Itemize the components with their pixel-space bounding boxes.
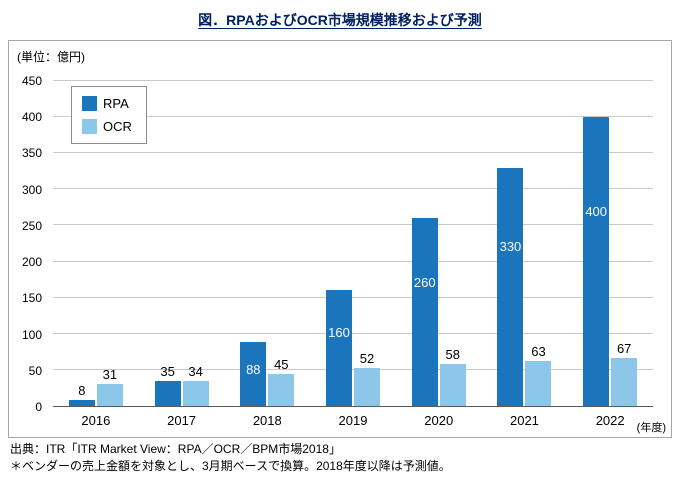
x-tick-label: 2019 [338, 413, 368, 428]
y-axis-unit-label: (単位：億円) [17, 50, 85, 64]
y-tick-label: 50 [28, 363, 42, 378]
y-tick-label: 350 [21, 146, 42, 161]
gridline [53, 116, 653, 118]
x-axis-unit-label: (年度) [636, 422, 666, 434]
rpa-bar: 88 [240, 342, 267, 406]
ocr-bar: 58 [439, 347, 466, 406]
legend-label-ocr: OCR [103, 119, 132, 134]
y-tick-label: 200 [21, 255, 42, 270]
bar-value-label: 67 [616, 340, 632, 356]
gridline [53, 368, 653, 370]
bar-value-label: 160 [328, 325, 350, 341]
x-tick-label: 2022 [595, 413, 625, 428]
legend: RPA OCR [71, 86, 147, 144]
gridline [53, 224, 653, 226]
gridline [53, 80, 653, 81]
rpa-bar: 160 [326, 290, 353, 406]
bar-group-2022: 400 67 [567, 81, 653, 406]
y-tick-label: 400 [21, 110, 42, 125]
y-tick-label: 450 [21, 74, 42, 88]
ocr-color-swatch [82, 119, 97, 134]
legend-label-rpa: RPA [103, 96, 129, 111]
chart-box: (単位：億円) 0 50 100 150 200 250 300 350 400 450 8 31 3… [8, 40, 672, 438]
rpa-color-swatch [82, 96, 97, 111]
bar-groups: 8 31 35 34 88 45 160 52 260 58 330 63 400 67 [53, 81, 653, 406]
bar-value-label: 58 [445, 347, 460, 363]
x-axis-labels: 2016 2017 2018 2019 2020 2021 2022 [53, 413, 653, 428]
x-tick-label: 2017 [167, 413, 197, 428]
gridline [53, 260, 653, 262]
rpa-bar: 400 [583, 117, 610, 406]
bar-value-label: 330 [499, 239, 522, 255]
rpa-bar: 330 [497, 167, 524, 406]
bar-value-label: 45 [274, 356, 289, 372]
bar-value-label: 88 [246, 361, 261, 377]
y-tick-label: 150 [21, 291, 42, 306]
bar-value-label: 52 [359, 351, 375, 367]
bar-value-label: 8 [78, 383, 86, 399]
gridline [53, 332, 653, 334]
bar-value-label: 31 [102, 366, 118, 382]
rpa-bar: 260 [411, 218, 438, 406]
source-line: 出典：ITR「ITR Market View：RPA／OCR／BPM市場2018… [10, 442, 341, 456]
x-tick-label: 2021 [509, 413, 539, 428]
ocr-bar: 34 [182, 364, 209, 406]
y-tick-label: 100 [21, 327, 42, 342]
ocr-bar: 31 [96, 367, 123, 406]
chart-title: 図．RPAおよびOCR市場規模推移および予測 [198, 12, 482, 28]
ocr-bar: 63 [525, 344, 552, 406]
ocr-bar: 52 [354, 351, 381, 406]
gridline [53, 188, 653, 190]
bar-group-2021: 330 63 [482, 81, 568, 406]
y-tick-label: 300 [21, 182, 42, 197]
gridline [53, 152, 653, 154]
x-tick-label: 2016 [81, 413, 111, 428]
bar-value-label: 63 [531, 343, 546, 359]
bar-group-2016: 8 31 [53, 81, 139, 406]
ocr-bar: 45 [268, 357, 295, 406]
bar-group-2018: 88 45 [224, 81, 310, 406]
bar-group-2017: 35 34 [139, 81, 225, 406]
bar-group-2020: 260 58 [396, 81, 482, 406]
bar-group-2019: 160 52 [310, 81, 396, 406]
gridline [53, 296, 653, 298]
legend-item-ocr: OCR [82, 119, 132, 134]
bar-value-label: 260 [413, 274, 436, 290]
footer: 出典：ITR「ITR Market View：RPA／OCR／BPM市場2018… [10, 441, 451, 475]
bar-value-label: 400 [585, 203, 608, 219]
bar-value-label: 34 [188, 364, 203, 380]
ocr-bar: 67 [611, 341, 638, 406]
plot-area: 8 31 35 34 88 45 160 52 260 58 330 63 400 67 RPA OCR [53, 80, 653, 407]
y-tick-label: 0 [35, 400, 42, 414]
x-tick-label: 2018 [252, 413, 282, 428]
x-tick-label: 2020 [424, 413, 454, 428]
y-tick-label: 250 [21, 218, 42, 233]
rpa-bar: 8 [68, 383, 95, 406]
legend-item-rpa: RPA [82, 96, 132, 111]
note-line: ＊ベンダーの売上金額を対象とし、3月期ベースで換算。2018年度以降は予測値。 [10, 458, 451, 473]
y-axis: 0 50 100 150 200 250 300 350 400 450 [9, 74, 49, 414]
bar-value-label: 35 [160, 363, 175, 379]
rpa-bar: 35 [154, 364, 181, 406]
